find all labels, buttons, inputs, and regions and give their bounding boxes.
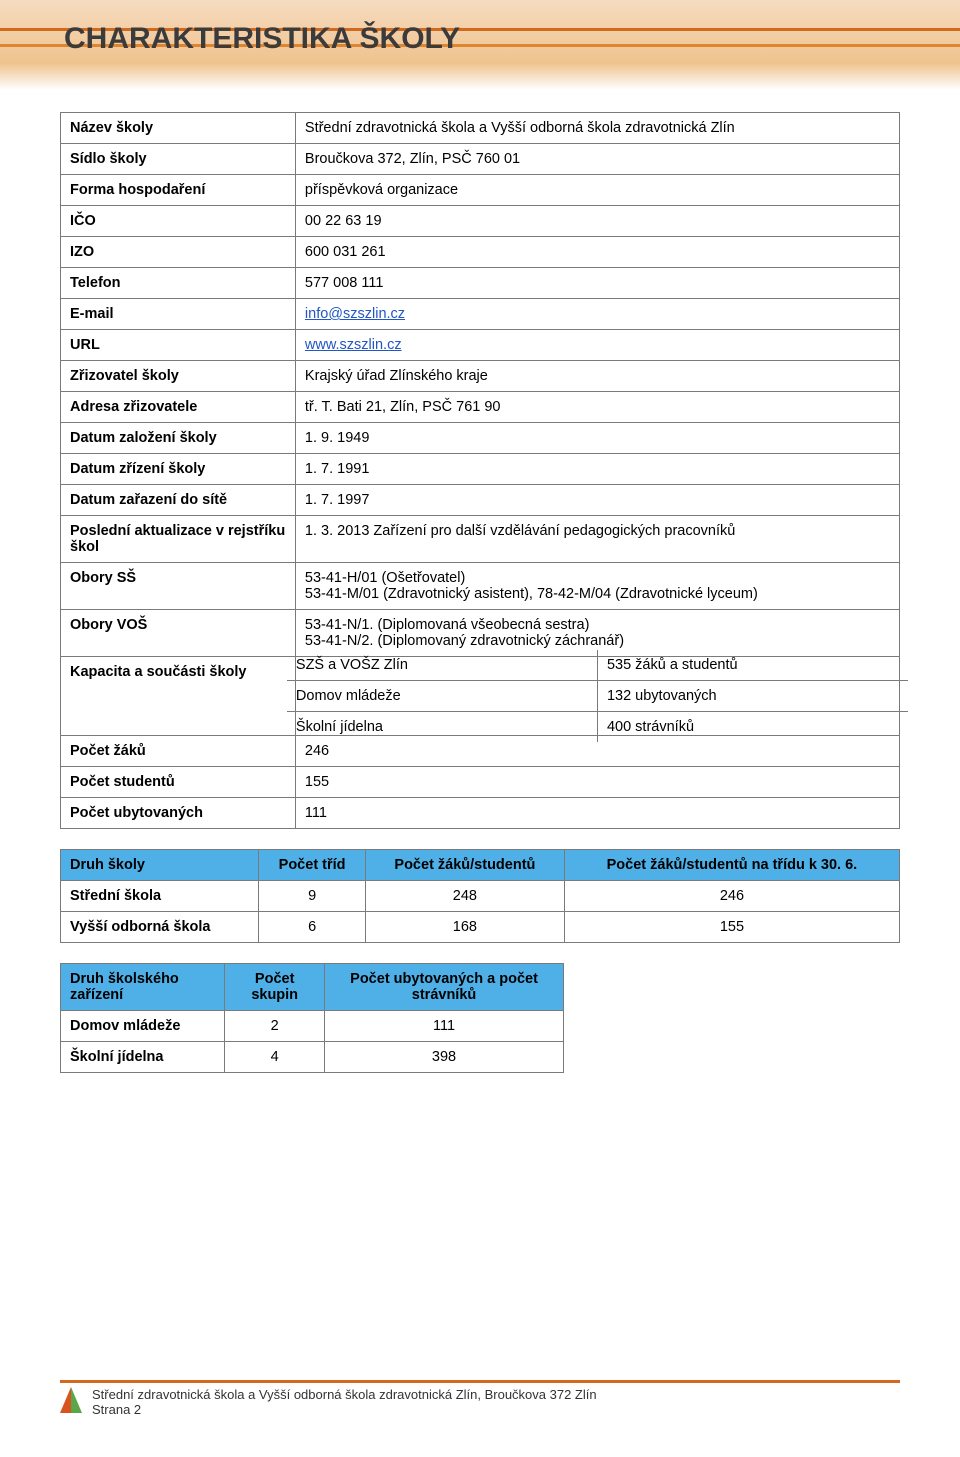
info-value: 1. 7. 1991 — [295, 454, 899, 485]
info-value: 246 — [295, 736, 899, 767]
table-cell: Domov mládeže — [61, 1011, 225, 1042]
info-label: Datum zařazení do sítě — [61, 485, 296, 516]
info-value: 577 008 111 — [295, 268, 899, 299]
page-title: CHARAKTERISTIKA ŠKOLY — [60, 0, 900, 56]
info-value: 1. 3. 2013 Zařízení pro další vzdělávání… — [295, 516, 899, 563]
table-header: Počet skupin — [225, 964, 325, 1011]
info-label: Adresa zřizovatele — [61, 392, 296, 423]
table-cell: 398 — [325, 1042, 564, 1073]
table-cell: 111 — [325, 1011, 564, 1042]
info-value: info@szszlin.cz — [295, 299, 899, 330]
table-row: Vyšší odborná škola6168155 — [61, 912, 900, 943]
info-value: Broučkova 372, Zlín, PSČ 760 01 — [295, 144, 899, 175]
table-header: Počet ubytovaných a počet strávníků — [325, 964, 564, 1011]
email-link[interactable]: info@szszlin.cz — [305, 306, 405, 322]
info-label: Obory SŠ — [61, 563, 296, 610]
kapacita-cell: SZŠ a VOŠZ Zlín535 žáků a studentůDomov … — [295, 657, 899, 736]
info-label: Telefon — [61, 268, 296, 299]
info-label: Počet ubytovaných — [61, 798, 296, 829]
info-value: 111 — [295, 798, 899, 829]
footer-logo-icon — [60, 1387, 82, 1413]
info-label: E-mail — [61, 299, 296, 330]
zarizeni-table: Druh školského zařízeníPočet skupinPočet… — [60, 963, 564, 1073]
info-value: www.szszlin.cz — [295, 330, 899, 361]
info-label: Forma hospodaření — [61, 175, 296, 206]
info-label: Počet žáků — [61, 736, 296, 767]
table-cell: 248 — [365, 881, 564, 912]
footer-text-line1: Střední zdravotnická škola a Vyšší odbor… — [92, 1387, 597, 1402]
table-cell: 4 — [225, 1042, 325, 1073]
footer-text-line2: Strana 2 — [92, 1402, 597, 1417]
table-cell: 6 — [259, 912, 366, 943]
info-value: příspěvková organizace — [295, 175, 899, 206]
table-cell: 9 — [259, 881, 366, 912]
table-header: Druh školského zařízení — [61, 964, 225, 1011]
info-value: 1. 7. 1997 — [295, 485, 899, 516]
table-header: Počet žáků/studentů na třídu k 30. 6. — [564, 850, 899, 881]
kapacita-item-value: 535 žáků a studentů — [597, 650, 908, 681]
table-cell: 168 — [365, 912, 564, 943]
info-label: Datum zřízení školy — [61, 454, 296, 485]
info-value: 1. 9. 1949 — [295, 423, 899, 454]
info-label: Počet studentů — [61, 767, 296, 798]
table-row: Domov mládeže2111 — [61, 1011, 564, 1042]
table-cell: Střední škola — [61, 881, 259, 912]
info-table: Název školyStřední zdravotnická škola a … — [60, 112, 900, 829]
info-label: Poslední aktualizace v rejstříku škol — [61, 516, 296, 563]
kapacita-item-name: Domov mládeže — [287, 681, 598, 712]
info-label: Obory VOŠ — [61, 610, 296, 657]
kapacita-item-name: SZŠ a VOŠZ Zlín — [287, 650, 598, 681]
info-value: tř. T. Bati 21, Zlín, PSČ 761 90 — [295, 392, 899, 423]
table-cell: 2 — [225, 1011, 325, 1042]
info-label: Zřizovatel školy — [61, 361, 296, 392]
kapacita-item-value: 132 ubytovaných — [597, 681, 908, 712]
table-row: Střední škola9248246 — [61, 881, 900, 912]
druh-skoly-table: Druh školyPočet třídPočet žáků/studentůP… — [60, 849, 900, 943]
info-value: Krajský úřad Zlínského kraje — [295, 361, 899, 392]
info-label: Název školy — [61, 113, 296, 144]
table-cell: 246 — [564, 881, 899, 912]
info-value: 155 — [295, 767, 899, 798]
header-banner: CHARAKTERISTIKA ŠKOLY — [60, 0, 900, 90]
info-label: IČO — [61, 206, 296, 237]
info-label: Datum založení školy — [61, 423, 296, 454]
table-header: Počet žáků/studentů — [365, 850, 564, 881]
info-value: 600 031 261 — [295, 237, 899, 268]
info-label: IZO — [61, 237, 296, 268]
info-label: URL — [61, 330, 296, 361]
table-row: Školní jídelna4398 — [61, 1042, 564, 1073]
info-value: 53-41-H/01 (Ošetřovatel)53-41-M/01 (Zdra… — [295, 563, 899, 610]
table-header: Počet tříd — [259, 850, 366, 881]
table-cell: Školní jídelna — [61, 1042, 225, 1073]
table-cell: Vyšší odborná škola — [61, 912, 259, 943]
table-cell: 155 — [564, 912, 899, 943]
table-header: Druh školy — [61, 850, 259, 881]
page-footer: Střední zdravotnická škola a Vyšší odbor… — [60, 1380, 900, 1417]
info-value: Střední zdravotnická škola a Vyšší odbor… — [295, 113, 899, 144]
info-value: 00 22 63 19 — [295, 206, 899, 237]
info-label: Kapacita a součásti školy — [61, 657, 296, 736]
url-link[interactable]: www.szszlin.cz — [305, 337, 402, 353]
info-label: Sídlo školy — [61, 144, 296, 175]
